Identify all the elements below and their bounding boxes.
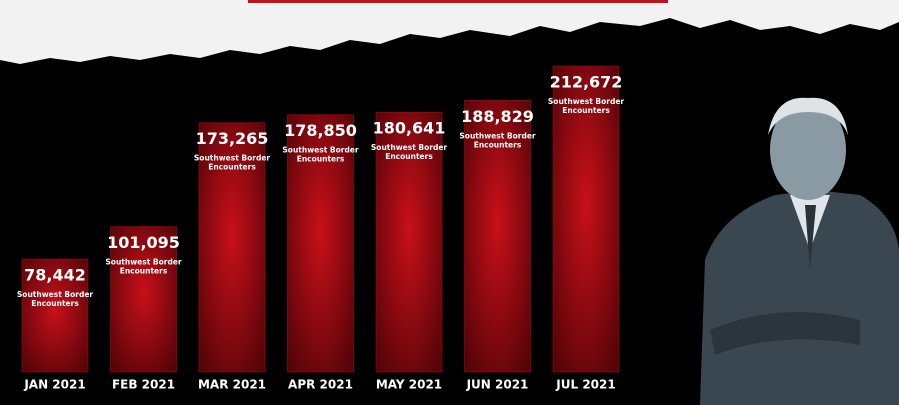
bar-caption: Southwest Border Encounters xyxy=(548,97,625,115)
bar xyxy=(464,100,531,373)
x-tick-label: FEB 2021 xyxy=(112,378,175,392)
value-label: 78,442 xyxy=(24,266,86,285)
bar xyxy=(110,226,177,373)
bar-caption: Southwest Border Encounters xyxy=(17,290,94,308)
torn-paper xyxy=(0,0,899,64)
bar xyxy=(552,65,620,373)
x-tick-label: JUL 2021 xyxy=(555,378,615,392)
value-label: 101,095 xyxy=(107,233,180,252)
x-tick-label: MAR 2021 xyxy=(198,378,266,392)
bar-caption: Southwest Border Encounters xyxy=(459,131,536,149)
bar-caption: Southwest Border Encounters xyxy=(194,154,271,172)
bar-caption: Southwest Border Encounters xyxy=(282,146,359,164)
value-label: 212,672 xyxy=(550,73,623,92)
x-tick-label: MAY 2021 xyxy=(376,378,442,392)
bar xyxy=(287,114,354,373)
bar xyxy=(198,122,266,373)
bar xyxy=(21,258,89,373)
bar-caption: Southwest Border Encounters xyxy=(105,258,182,276)
bar xyxy=(375,111,443,373)
x-tick-label: JAN 2021 xyxy=(23,378,85,392)
top-banner xyxy=(248,0,668,3)
value-label: 180,641 xyxy=(373,119,446,138)
x-tick-label: APR 2021 xyxy=(288,378,353,392)
value-label: 178,850 xyxy=(284,121,357,140)
portrait xyxy=(700,97,899,405)
x-tick-label: JUN 2021 xyxy=(466,378,529,392)
value-label: 188,829 xyxy=(461,107,534,126)
value-label: 173,265 xyxy=(196,129,269,148)
bar-caption: Southwest Border Encounters xyxy=(371,143,448,161)
